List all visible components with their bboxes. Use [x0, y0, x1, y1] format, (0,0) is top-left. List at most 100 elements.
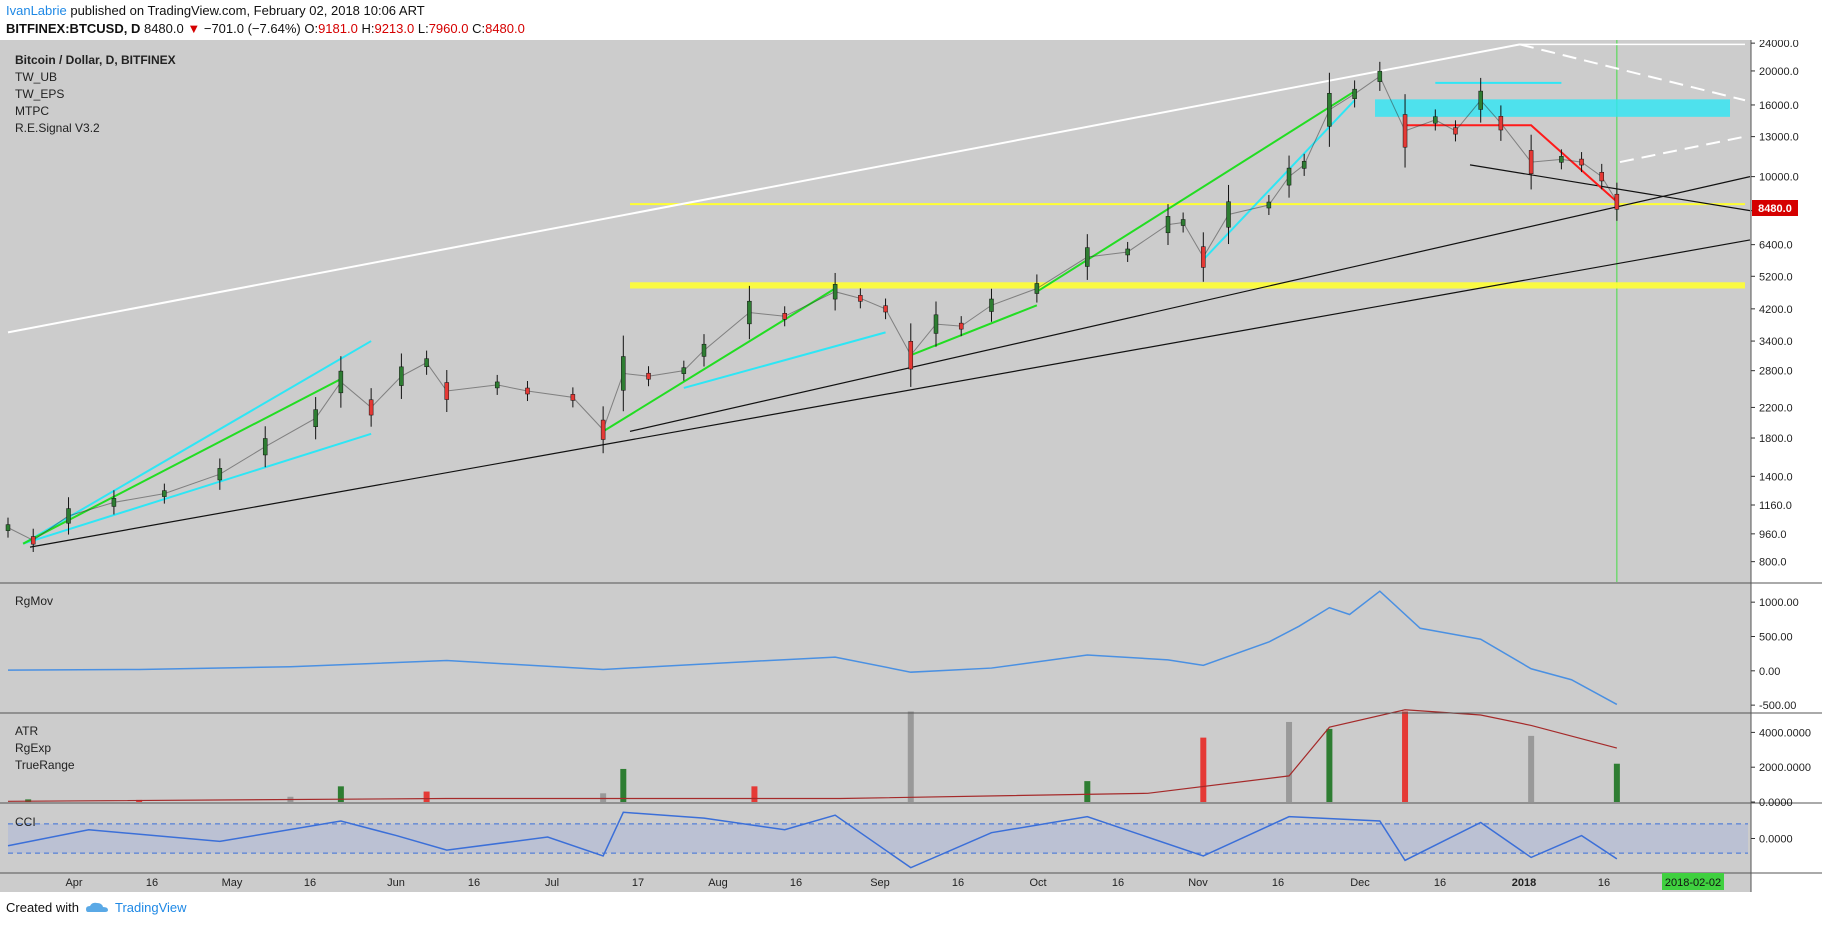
candle-body: [832, 284, 838, 300]
x-tick-17: 16: [1434, 877, 1446, 889]
x-tick-2: May: [222, 877, 243, 889]
candle-body: [1165, 216, 1171, 234]
main-y-tick-2: 16000.0: [1759, 100, 1799, 112]
price-axis-area: [1751, 40, 1822, 892]
x-tick-13: 16: [1112, 877, 1124, 889]
x-tick-5: 16: [468, 877, 480, 889]
close-value: 8480.0: [485, 21, 525, 36]
publish-line: IvanLabrie published on TradingView.com,…: [6, 3, 425, 18]
truerange-bar: [1402, 711, 1409, 802]
candle-body: [1377, 70, 1383, 82]
close-label: C:: [472, 21, 486, 36]
candle-body: [908, 341, 914, 370]
tradingview-link[interactable]: TradingView: [114, 900, 187, 915]
candle-body: [1327, 93, 1332, 127]
trend-arrow-3: [602, 287, 836, 433]
candle-body: [1528, 150, 1534, 175]
rgexp-legend: RgExp: [15, 741, 51, 755]
candle-body: [1453, 127, 1458, 135]
x-tick-8: Aug: [708, 877, 728, 889]
tradingview-cloud-icon: [85, 902, 108, 912]
candle-body: [30, 536, 36, 545]
drawing-layer[interactable]: [7, 40, 1751, 582]
candle-body: [1085, 247, 1090, 267]
x-tick-14: Nov: [1188, 877, 1208, 889]
last-price-tag: 8480.0: [1752, 200, 1798, 216]
trendline-black-upper: [629, 176, 1751, 432]
x-tick-16: Dec: [1350, 877, 1370, 889]
main-legend-title: Bitcoin / Dollar, D, BITFINEX: [15, 53, 176, 67]
x-tick-18: 2018: [1512, 877, 1536, 889]
x-tick-11: 16: [952, 877, 964, 889]
high-value: 9213.0: [374, 21, 415, 36]
truerange-bar: [423, 791, 430, 802]
candle-body: [444, 382, 450, 400]
rgmov-line: [7, 590, 1618, 706]
x-tick-19: 16: [1598, 877, 1610, 889]
study-tw-eps: TW_EPS: [15, 87, 64, 101]
candle-body: [858, 295, 863, 302]
resistance-zone: [1375, 99, 1730, 117]
date-tag: 2018-02-02: [1662, 873, 1724, 890]
red-breakdown-path: [1405, 124, 1618, 203]
trend-arrow-2: [22, 378, 342, 545]
candle-body: [5, 524, 11, 531]
main-y-tick-4: 10000.0: [1759, 172, 1799, 184]
candle-body: [217, 468, 223, 481]
atr-legend: ATR: [15, 724, 38, 738]
candle-body: [1599, 171, 1604, 182]
data-layer: [5, 61, 1748, 869]
main-y-tick-9: 3400.0: [1759, 336, 1793, 348]
candle-body: [1034, 283, 1040, 294]
down-arrow-icon: ▼: [187, 21, 201, 36]
candle-body: [1266, 201, 1272, 209]
truerange-bar: [1084, 781, 1091, 802]
x-tick-12: Oct: [1029, 877, 1046, 889]
candle-body: [1201, 246, 1206, 268]
candle-body: [424, 358, 429, 368]
cci-y-tick-0: 0.0000: [1759, 834, 1793, 846]
truerange-bar: [1613, 763, 1620, 802]
candle-body: [1433, 116, 1438, 124]
x-tick-6: Jul: [545, 877, 559, 889]
x-tick-10: Sep: [870, 877, 890, 889]
cci-band: [8, 823, 1748, 854]
atr-y-tick-0: 4000.0000: [1759, 727, 1811, 739]
symbol-label: BITFINEX:BTCUSD, D: [6, 21, 141, 36]
candle-body: [958, 322, 964, 330]
candle-body: [1614, 193, 1620, 210]
candle-body: [368, 399, 374, 416]
candle-body: [701, 343, 707, 357]
truerange-bar: [337, 786, 344, 802]
atr-y-tick-2: 0.0000: [1759, 797, 1793, 809]
legend-layer: Bitcoin / Dollar, D, BITFINEX TW_UB TW_E…: [15, 53, 176, 829]
candle-body: [1402, 114, 1408, 148]
candle-body: [1579, 158, 1584, 166]
change-value: −701.0 (−7.64%): [203, 21, 301, 36]
main-y-tick-0: 24000.0: [1759, 40, 1799, 50]
candle-body: [1125, 248, 1130, 256]
cci-legend: CCI: [15, 815, 36, 829]
low-value: 7960.0: [428, 21, 469, 36]
x-tick-9: 16: [790, 877, 802, 889]
chart-canvas[interactable]: 24000.020000.016000.013000.010000.08000.…: [0, 40, 1822, 892]
study-re-signal: R.E.Signal V3.2: [15, 121, 100, 135]
author-link[interactable]: IvanLabrie: [6, 3, 67, 18]
rgmov-y-tick-2: 0.00: [1759, 666, 1780, 678]
rgmov-legend: RgMov: [15, 594, 53, 608]
x-tick-1: 16: [146, 877, 158, 889]
main-y-tick-8: 4200.0: [1759, 304, 1793, 316]
open-value: 9181.0: [318, 21, 358, 36]
rgmov-y-tick-0: 1000.00: [1759, 597, 1799, 609]
candle-body: [525, 387, 530, 395]
published-text: published on TradingView.com, February 0…: [70, 3, 425, 18]
x-tick-0: Apr: [65, 877, 82, 889]
x-tick-3: 16: [304, 877, 316, 889]
support-zone-lower: [630, 282, 1745, 289]
candle-body: [338, 370, 344, 394]
candle-body: [1498, 116, 1504, 131]
last-price: 8480.0: [143, 21, 184, 36]
study-mtpc: MTPC: [15, 104, 49, 118]
main-y-tick-3: 13000.0: [1759, 132, 1799, 144]
candle-body: [883, 305, 888, 313]
